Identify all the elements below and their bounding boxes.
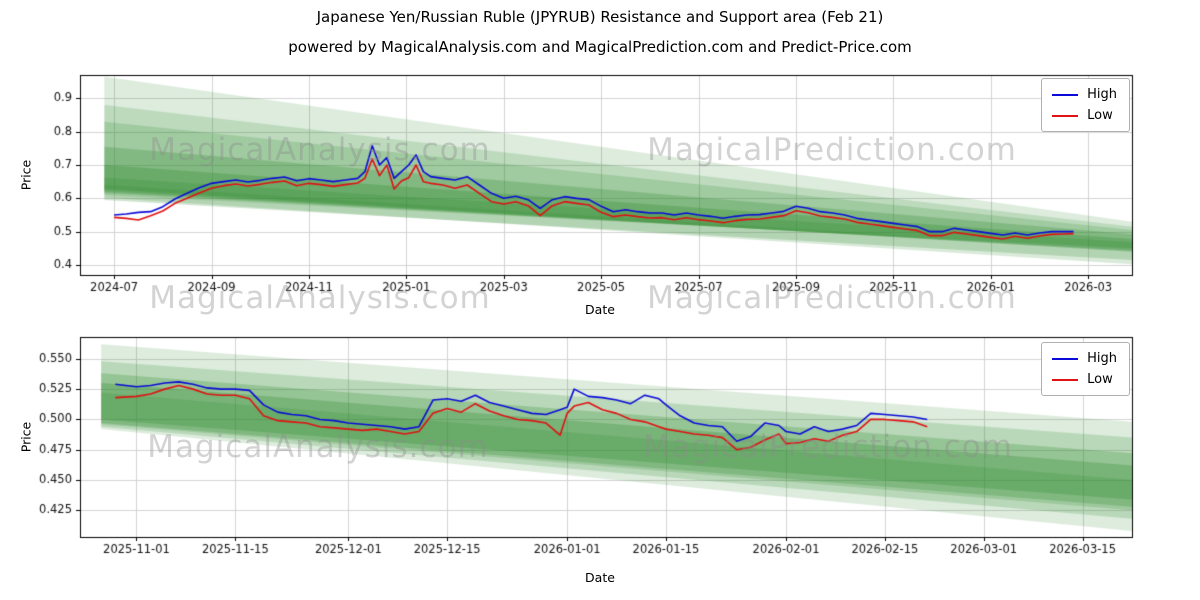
legend-item-low: Low	[1052, 105, 1117, 126]
bottom-chart-x-axis-label: Date	[585, 570, 615, 585]
top-chart-legend: High Low	[1041, 78, 1130, 132]
legend-low-label: Low	[1087, 108, 1113, 123]
figure-subtitle: powered by MagicalAnalysis.com and Magic…	[288, 38, 912, 56]
bottom-chart-legend: High Low	[1041, 342, 1130, 396]
legend-high-label: High	[1087, 351, 1117, 366]
top-chart-x-axis-label: Date	[585, 302, 615, 317]
bottom-chart-y-axis-label: Price	[18, 421, 34, 453]
high-line-swatch	[1052, 357, 1079, 360]
low-line-swatch	[1052, 114, 1079, 117]
legend-item-low: Low	[1052, 369, 1117, 390]
legend-high-label: High	[1087, 87, 1117, 102]
bottom-chart-canvas	[0, 330, 1200, 600]
legend-item-high: High	[1052, 348, 1117, 369]
top-chart: MagicalAnalysis.com MagicalPrediction.co…	[0, 68, 1200, 320]
high-line-swatch	[1052, 93, 1079, 96]
figure-title: Japanese Yen/Russian Ruble (JPYRUB) Resi…	[316, 8, 884, 26]
legend-item-high: High	[1052, 84, 1117, 105]
top-chart-y-axis-label: Price	[18, 159, 34, 191]
top-chart-canvas	[0, 68, 1200, 320]
bottom-chart: MagicalAnalysis.com MagicalPrediction.co…	[0, 330, 1200, 600]
legend-low-label: Low	[1087, 372, 1113, 387]
low-line-swatch	[1052, 378, 1079, 381]
